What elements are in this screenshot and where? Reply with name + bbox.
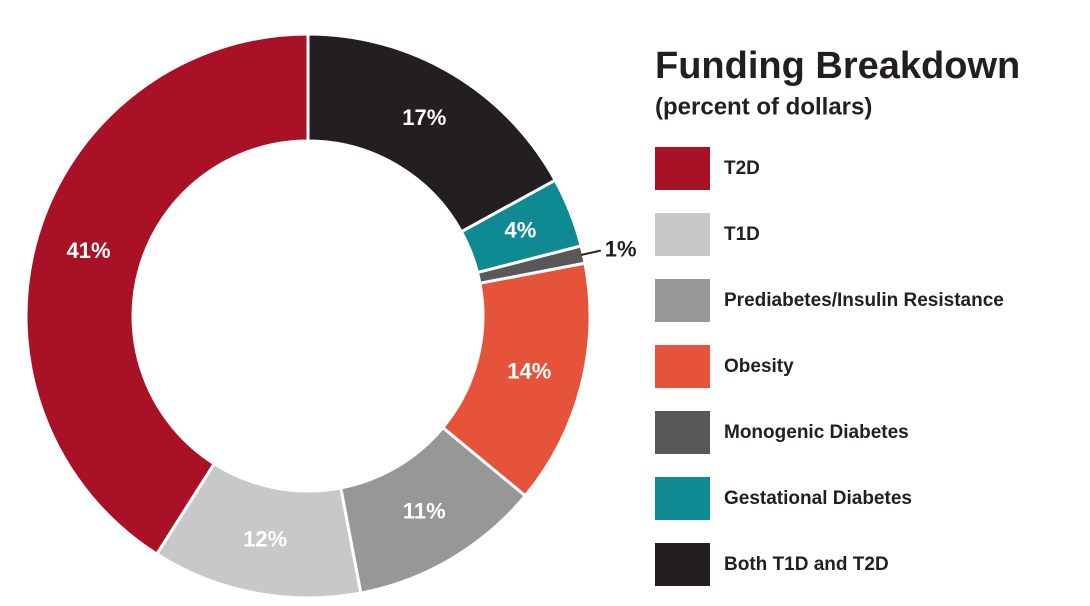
legend-label: Obesity bbox=[724, 356, 794, 377]
value-label: 11% bbox=[403, 498, 446, 523]
value-label: 12% bbox=[243, 526, 287, 551]
legend-swatch bbox=[655, 213, 710, 256]
legend-swatch bbox=[655, 543, 710, 586]
legend-label: Monogenic Diabetes bbox=[724, 422, 909, 443]
leader-line bbox=[581, 249, 601, 256]
legend-label: Both T1D and T2D bbox=[724, 554, 889, 575]
chart-title: Funding Breakdown bbox=[655, 45, 1020, 87]
legend-swatch bbox=[655, 147, 710, 190]
legend-swatch bbox=[655, 279, 710, 322]
chart-subtitle: (percent of dollars) bbox=[655, 93, 872, 120]
value-label: 41% bbox=[67, 238, 111, 263]
legend-swatch bbox=[655, 411, 710, 454]
value-label: 1% bbox=[605, 236, 637, 261]
legend-swatch bbox=[655, 477, 710, 520]
legend-swatch bbox=[655, 345, 710, 388]
legend-label: T2D bbox=[724, 158, 760, 179]
legend-label: Prediabetes/Insulin Resistance bbox=[724, 290, 1004, 311]
donut-slice bbox=[24, 32, 310, 557]
legend-label: Gestational Diabetes bbox=[724, 488, 912, 509]
legend-label: T1D bbox=[724, 224, 760, 245]
value-label: 17% bbox=[402, 105, 446, 130]
donut-slice bbox=[306, 32, 558, 234]
value-label: 14% bbox=[507, 359, 551, 384]
value-label: 4% bbox=[505, 218, 537, 243]
